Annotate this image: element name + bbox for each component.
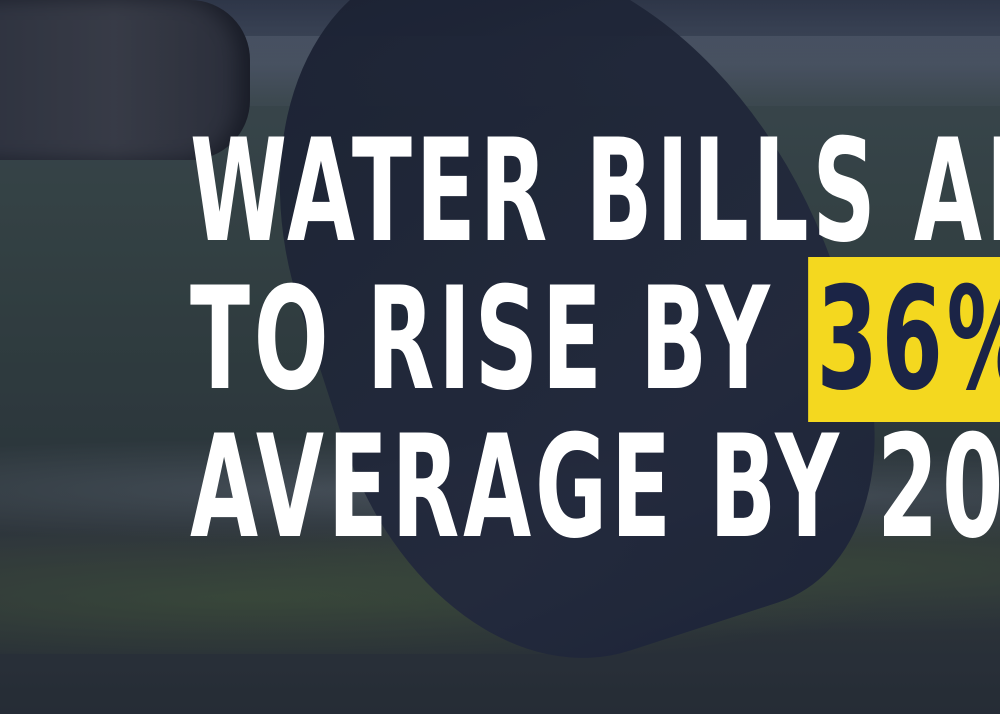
headline: WATER BILLS ARE SET TO RISE BY 36% ON AV… (0, 118, 1000, 562)
headline-line-1: WATER BILLS ARE SET (190, 109, 1000, 274)
headline-line-3: AVERAGE BY 2030 (190, 405, 1000, 570)
headline-line-2: TO RISE BY 36% ON (190, 257, 1000, 422)
headline-line-2-start: TO RISE BY (190, 257, 808, 422)
outflow-pipe (0, 0, 250, 160)
highlighted-percentage: 36% (807, 257, 1000, 422)
